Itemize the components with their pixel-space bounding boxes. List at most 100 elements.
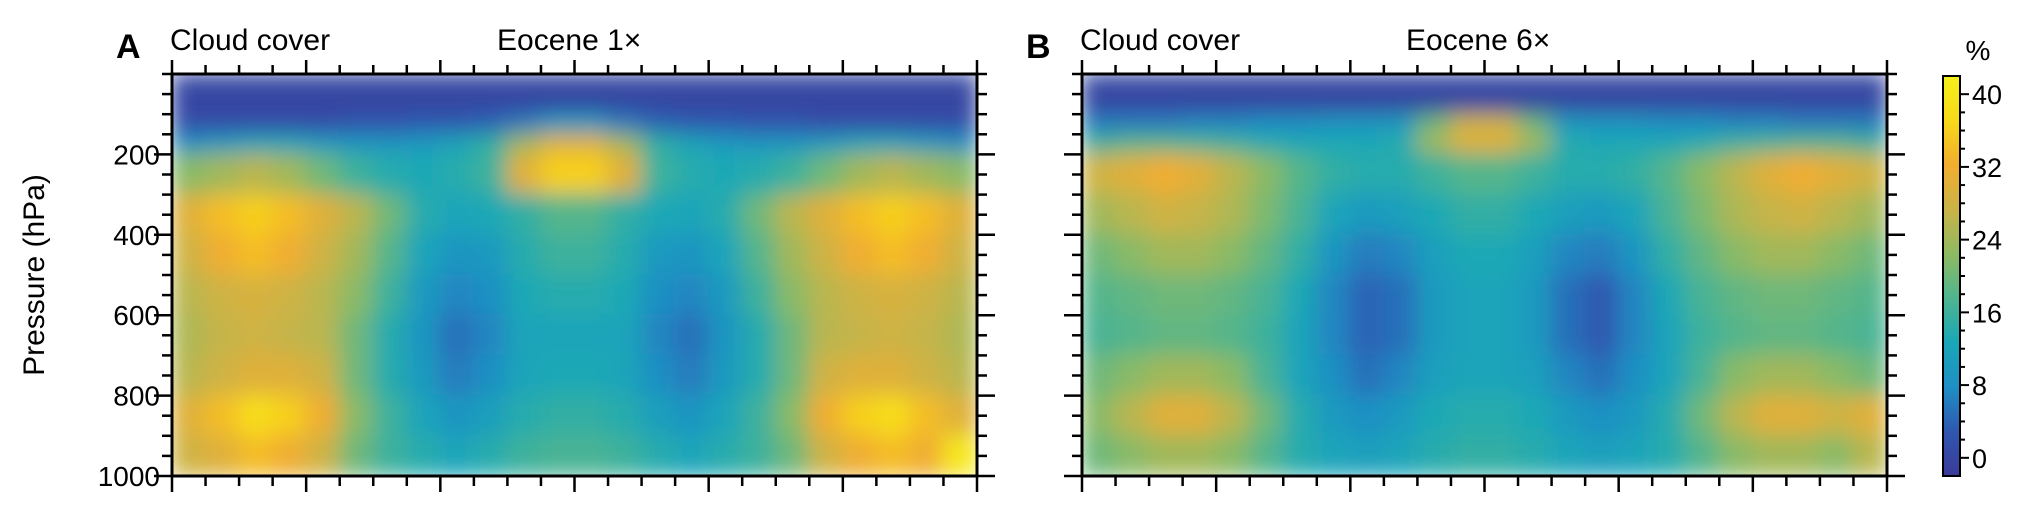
heatmap-cell — [1751, 274, 1788, 317]
heatmap-cell — [1617, 434, 1654, 476]
heatmap-cell — [338, 193, 375, 236]
panel-a-title: Cloud cover — [170, 24, 330, 57]
heatmap-cell — [305, 133, 341, 156]
heatmap-cell — [908, 74, 945, 116]
heatmap-cell — [1751, 314, 1788, 357]
heatmap-cell — [942, 274, 977, 317]
heatmap-cell — [405, 314, 442, 357]
heatmap-cell — [1550, 394, 1587, 437]
heatmap-cell — [238, 153, 274, 196]
heatmap-cell — [1148, 193, 1184, 236]
heatmap-cell — [439, 74, 475, 116]
heatmap-cell — [539, 274, 576, 317]
heatmap-cell — [942, 133, 977, 156]
heatmap-cell — [1785, 314, 1821, 357]
heatmap-cell — [1382, 113, 1419, 136]
heatmap-cell — [875, 354, 911, 397]
heatmap-cell — [808, 193, 844, 236]
heatmap-cell — [1382, 133, 1419, 156]
heatmap-cell — [1248, 74, 1285, 116]
heatmap-cell — [172, 274, 207, 317]
heatmap-cell — [172, 314, 207, 357]
heatmap-cell — [204, 314, 241, 357]
heatmap-cell — [405, 394, 442, 437]
heatmap-cell — [1215, 434, 1251, 476]
heatmap-cell — [1148, 274, 1184, 317]
heatmap-cell — [908, 233, 945, 276]
heatmap-cell — [1114, 153, 1151, 196]
panel-a-subtitle: Eocene 1× — [497, 24, 641, 57]
heatmap-cell — [1282, 153, 1318, 196]
heatmap-cell — [640, 394, 677, 437]
heatmap-cell — [1684, 274, 1721, 317]
heatmap-cell — [305, 354, 341, 397]
heatmap-cell — [741, 274, 777, 317]
heatmap-cell — [1382, 394, 1419, 437]
panel-b: B Cloud cover Eocene 6× — [1026, 24, 1905, 492]
heatmap-cell — [1818, 74, 1855, 116]
panel-a: A Cloud cover Eocene 1× Pressure (hPa) 2… — [18, 24, 995, 492]
heatmap-cell — [1751, 133, 1788, 156]
heatmap-cell — [1349, 193, 1385, 236]
heatmap-cell — [1181, 153, 1218, 196]
heatmap-cell — [908, 153, 945, 196]
heatmap-cell — [1416, 113, 1452, 136]
heatmap-cell — [1785, 153, 1821, 196]
heatmap-cell — [942, 354, 977, 397]
heatmap-cell — [1684, 193, 1721, 236]
heatmap-cell — [172, 153, 207, 196]
heatmap-cell — [1818, 314, 1855, 357]
heatmap-cell — [271, 193, 308, 236]
heatmap-cell — [1584, 233, 1620, 276]
heatmap-cell — [1818, 233, 1855, 276]
heatmap-cell — [506, 233, 542, 276]
heatmap-cell — [439, 193, 475, 236]
heatmap-cell — [539, 354, 576, 397]
heatmap-cell — [1517, 74, 1553, 116]
heatmap-cell — [707, 394, 744, 437]
heatmap-cell — [1617, 394, 1654, 437]
heatmap-cell — [1382, 153, 1419, 196]
heatmap-cell — [1416, 314, 1452, 357]
heatmap-cell — [539, 113, 576, 136]
heatmap-cell — [1684, 354, 1721, 397]
heatmap-cell — [204, 153, 241, 196]
heatmap-cell — [1349, 113, 1385, 136]
heatmap-cell — [472, 193, 509, 236]
heatmap-cell — [674, 274, 710, 317]
colorbar-ticks: 0 8 16 24 32 40 — [1960, 80, 2002, 474]
heatmap-cell — [640, 133, 677, 156]
heatmap-cell — [808, 314, 844, 357]
heatmap-cell — [1651, 314, 1687, 357]
heatmap-cell — [1082, 434, 1117, 476]
heatmap-cell — [1148, 153, 1184, 196]
heatmap-cell — [1215, 74, 1251, 116]
heatmap-cell — [1282, 113, 1318, 136]
heatmap-cell — [338, 153, 375, 196]
heatmap-cell — [1082, 354, 1117, 397]
heatmap-cell — [640, 233, 677, 276]
heatmap-cell — [1181, 133, 1218, 156]
heatmap-cell — [1082, 74, 1117, 116]
heatmap-cell — [338, 233, 375, 276]
heatmap-cell — [405, 233, 442, 276]
heatmap-cell — [1852, 434, 1887, 476]
heatmap-cell — [1248, 314, 1285, 357]
heatmap-cell — [1684, 153, 1721, 196]
heatmap-cell — [674, 193, 710, 236]
heatmap-cell — [539, 74, 576, 116]
heatmap-cell — [1416, 74, 1452, 116]
heatmap-cell — [1215, 133, 1251, 156]
y-tick-label: 1000 — [98, 461, 160, 492]
heatmap-cell — [1785, 434, 1821, 476]
heatmap-cell — [942, 233, 977, 276]
heatmap-cell — [1584, 153, 1620, 196]
heatmap-cell — [1517, 354, 1553, 397]
heatmap-cell — [1181, 233, 1218, 276]
heatmap-cell — [506, 394, 542, 437]
heatmap-cell — [1449, 133, 1486, 156]
panel-a-plot-area — [172, 74, 977, 476]
heatmap-cell — [841, 153, 878, 196]
heatmap-cell — [372, 233, 408, 276]
heatmap-cell — [841, 193, 878, 236]
